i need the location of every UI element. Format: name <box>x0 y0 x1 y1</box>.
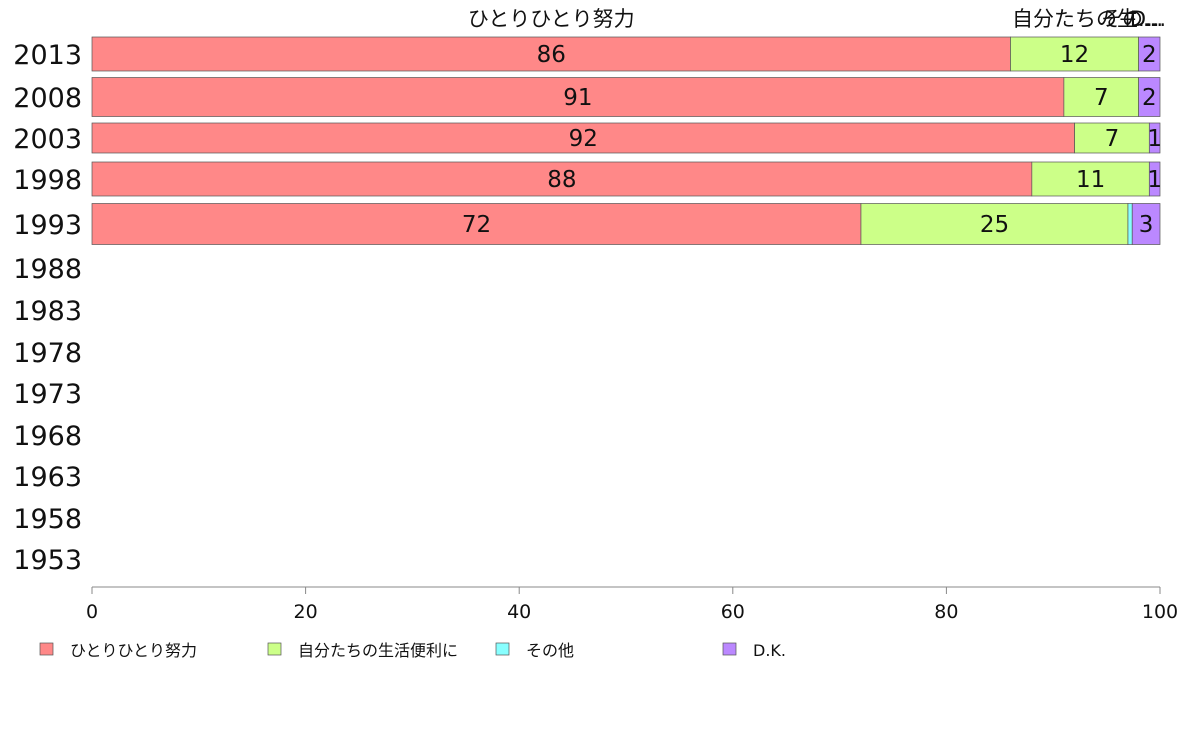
bar-value-label-1998-series-1: 11 <box>1076 167 1105 193</box>
bars <box>91 36 1161 245</box>
column-header-0: ひとりひとり努力 <box>468 7 635 31</box>
column-header-1: 自分たちの生... <box>1012 7 1158 31</box>
bar-2003-series-1 <box>1074 122 1150 154</box>
legend: ひとりひとり努力 自分たちの生活便利に その他 D.K. <box>39 641 786 660</box>
x-tick-label-0: 0 <box>86 601 98 623</box>
bar-1998-series-1 <box>1031 161 1150 197</box>
x-tick-label-20: 20 <box>294 601 318 623</box>
bar-value-label-1993-series-0: 72 <box>462 212 491 238</box>
legend-swatch-1 <box>267 642 282 656</box>
bar-value-label-2008-series-1: 7 <box>1094 85 1109 111</box>
legend-label-0: ひとりひとり努力 <box>70 641 197 660</box>
bar-value-label-2013-series-1: 12 <box>1060 42 1089 68</box>
y-tick-label-2003: 2003 <box>13 124 82 155</box>
y-tick-label-1953: 1953 <box>13 545 82 576</box>
y-tick-label-1968: 1968 <box>13 421 82 452</box>
y-tick-label-1993: 1993 <box>13 210 82 241</box>
y-tick-label-2008: 2008 <box>13 83 82 114</box>
x-tick-label-40: 40 <box>507 601 531 623</box>
bar-2003-series-0 <box>91 122 1075 154</box>
bar-1993-series-0 <box>91 203 862 245</box>
legend-swatch-3 <box>722 642 737 656</box>
column-header-2: その... <box>1101 7 1163 31</box>
bar-2013-series-0 <box>91 36 1011 72</box>
bar-value-labels: 86 12 291 7 292 7 188 11 172 25 3 <box>462 42 1162 238</box>
y-tick-label-1978: 1978 <box>13 338 82 369</box>
y-tick-label-1983: 1983 <box>13 296 82 327</box>
bar-value-label-1998-series-3: 1 <box>1147 167 1162 193</box>
column-header-3: D... <box>1130 7 1166 31</box>
bar-1993-series-1 <box>860 203 1129 245</box>
bar-value-label-2003-series-3: 1 <box>1147 126 1162 152</box>
bar-value-label-2003-series-1: 7 <box>1105 126 1120 152</box>
y-tick-label-1988: 1988 <box>13 254 82 285</box>
y-tick-label-1963: 1963 <box>13 462 82 493</box>
x-axis: 0 20 40 60 80 100 <box>86 586 1178 623</box>
bar-2013-series-3 <box>1138 36 1161 72</box>
bar-2003-series-3 <box>1148 122 1161 154</box>
y-tick-label-1958: 1958 <box>13 504 82 535</box>
bar-value-label-2003-series-0: 92 <box>569 126 598 152</box>
x-tick-label-80: 80 <box>934 601 958 623</box>
bar-value-label-1993-series-1: 25 <box>980 212 1009 238</box>
bar-value-label-2008-series-3: 2 <box>1142 85 1157 111</box>
bar-2008-series-3 <box>1138 77 1161 117</box>
y-tick-label-1998: 1998 <box>13 165 82 196</box>
bar-1998-series-3 <box>1148 161 1161 197</box>
bar-value-label-1998-series-0: 88 <box>547 167 576 193</box>
column-headers: ひとりひとり努力 自分たちの生...その...D... <box>468 7 1166 31</box>
bar-value-label-2008-series-0: 91 <box>563 85 592 111</box>
bar-1993-series-2 <box>1127 203 1133 245</box>
bar-value-label-1993-series-3: 3 <box>1139 212 1154 238</box>
legend-label-2: その他 <box>526 641 574 660</box>
bar-value-label-2013-series-0: 86 <box>537 42 566 68</box>
legend-swatch-2 <box>495 642 510 656</box>
bar-2008-series-1 <box>1063 77 1139 117</box>
y-tick-label-1973: 1973 <box>13 379 82 410</box>
legend-label-1: 自分たちの生活便利に <box>298 641 458 660</box>
bar-1993-series-3 <box>1131 203 1161 245</box>
bar-value-label-2013-series-3: 2 <box>1142 42 1157 68</box>
bar-2008-series-0 <box>91 77 1065 117</box>
bar-1998-series-0 <box>91 161 1033 197</box>
legend-label-3: D.K. <box>753 641 786 660</box>
y-tick-label-2013: 2013 <box>13 40 82 71</box>
x-tick-label-60: 60 <box>721 601 745 623</box>
legend-swatch-0 <box>39 642 54 656</box>
year-labels: 2013 2008 2003 1998 1993 1988 1983 1978 1973 1968… <box>13 40 82 576</box>
x-tick-label-100: 100 <box>1142 601 1178 623</box>
